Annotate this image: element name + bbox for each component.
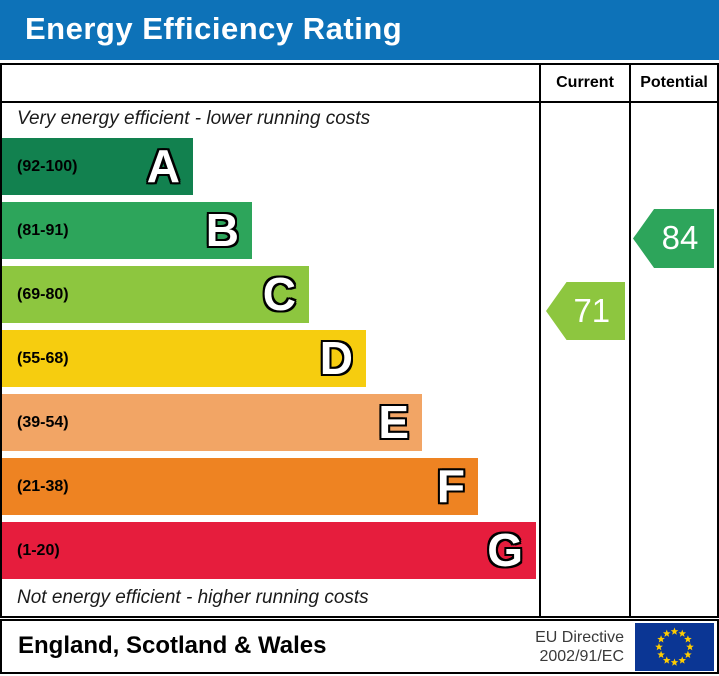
column-header-potential: Potential bbox=[640, 74, 708, 91]
header-divider-line bbox=[0, 101, 719, 103]
eu-flag-icon bbox=[635, 623, 714, 671]
band-b-letter: B bbox=[205, 204, 239, 256]
band-f: (21-38) F bbox=[2, 458, 478, 515]
band-f-letter: F bbox=[436, 460, 465, 512]
band-a: (92-100) A bbox=[2, 138, 193, 195]
column-header-current: Current bbox=[556, 74, 614, 91]
page-title: Energy Efficiency Rating bbox=[25, 11, 403, 46]
potential-column-divider bbox=[629, 63, 631, 618]
band-b: (81-91) B bbox=[2, 202, 252, 259]
eu-directive-line2: 2002/91/EC bbox=[539, 648, 624, 665]
eu-directive-label: EU Directive 2002/91/EC bbox=[535, 628, 624, 666]
band-c-letter: C bbox=[262, 268, 296, 320]
band-a-letter: A bbox=[146, 140, 180, 192]
band-a-range-label: (92-100) bbox=[17, 158, 78, 175]
bottom-note: Not energy efficient - higher running co… bbox=[17, 587, 369, 608]
title-bar: Energy Efficiency Rating bbox=[0, 0, 719, 60]
eu-directive-line1: EU Directive bbox=[535, 629, 624, 646]
band-e-letter: E bbox=[378, 396, 409, 448]
region-label: England, Scotland & Wales bbox=[18, 632, 327, 659]
band-c-range-label: (69-80) bbox=[17, 286, 69, 303]
band-d-range-label: (55-68) bbox=[17, 350, 69, 367]
potential-rating-value: 84 bbox=[661, 219, 699, 256]
footer-bar: England, Scotland & Wales EU Directive 2… bbox=[0, 619, 719, 674]
current-rating-value: 71 bbox=[573, 292, 611, 329]
band-d-letter: D bbox=[319, 332, 353, 384]
top-note: Very energy efficient - lower running co… bbox=[17, 108, 371, 129]
band-e-range-label: (39-54) bbox=[17, 414, 69, 431]
band-e: (39-54) E bbox=[2, 394, 422, 451]
band-c: (69-80) C bbox=[2, 266, 309, 323]
band-g: (1-20) G bbox=[2, 522, 536, 579]
band-b-range-label: (81-91) bbox=[17, 222, 69, 239]
band-g-letter: G bbox=[487, 524, 523, 576]
current-column-divider bbox=[539, 63, 541, 618]
band-f-range-label: (21-38) bbox=[17, 478, 69, 495]
band-d: (55-68) D bbox=[2, 330, 366, 387]
band-g-range-label: (1-20) bbox=[17, 542, 60, 559]
